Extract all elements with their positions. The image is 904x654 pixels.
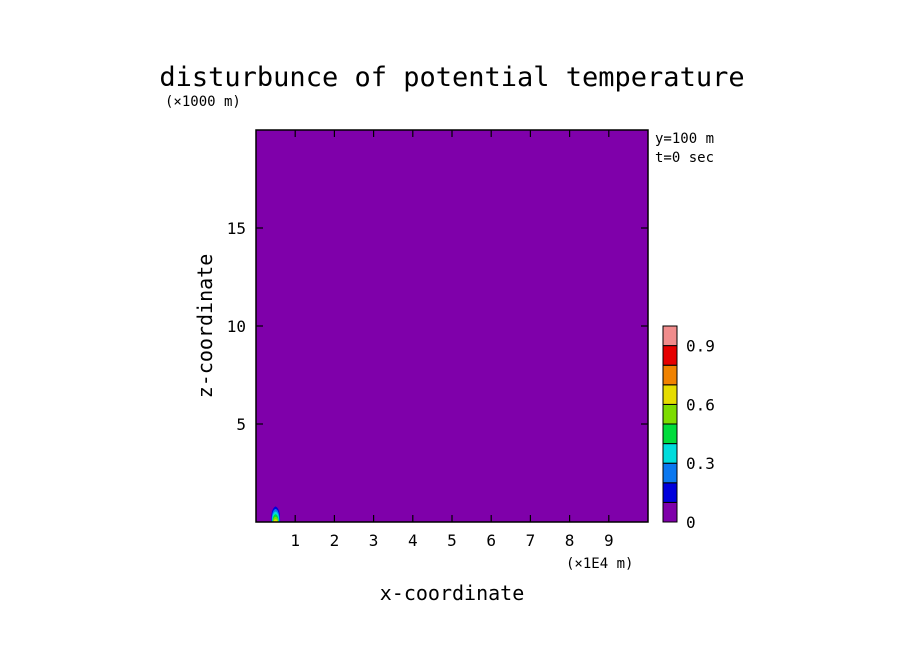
colorbar-segment (662, 345, 678, 366)
x-tick-label: 5 (447, 531, 457, 550)
x-tick-label: 2 (330, 531, 340, 550)
y-axis: 5 10 15 (227, 219, 648, 434)
x-tick-label: 6 (486, 531, 496, 550)
y-tick-label: 10 (227, 317, 246, 336)
y-tick-label: 15 (227, 219, 246, 238)
colorbar-segment (662, 443, 678, 464)
x-scale-label: (×1E4 m) (566, 556, 633, 572)
plot-field (256, 130, 648, 522)
y-scale-label: (×1000 m) (165, 94, 241, 110)
x-tick-label: 8 (565, 531, 575, 550)
y-axis-label: z-coordinate (193, 254, 217, 399)
annotation-y: y=100 m (655, 131, 714, 147)
x-tick-label: 7 (526, 531, 536, 550)
colorbar-label: 0 (686, 513, 696, 532)
x-axis-label: x-coordinate (380, 581, 525, 605)
colorbar-segment (662, 501, 678, 523)
warm-bubble (271, 506, 281, 522)
colorbar-segment (662, 403, 678, 425)
y-tick-label: 5 (236, 415, 246, 434)
colorbar-label: 0.6 (686, 395, 715, 414)
annotation-t: t=0 sec (655, 150, 714, 166)
x-axis: 1 2 3 4 5 6 7 8 9 (290, 130, 614, 550)
colorbar-segment (662, 384, 678, 405)
colorbar-segment (662, 423, 678, 445)
x-tick-label: 4 (408, 531, 418, 550)
x-tick-label: 9 (604, 531, 614, 550)
chart-title: disturbunce of potential temperature (159, 62, 744, 93)
colorbar-segment (662, 325, 678, 347)
colorbar-segment (662, 364, 678, 386)
x-tick-label: 3 (369, 531, 379, 550)
colorbar-segment (662, 462, 678, 484)
colorbar: 0 0.3 0.6 0.9 (662, 325, 715, 532)
colorbar-label: 0.3 (686, 454, 715, 473)
x-tick-label: 1 (290, 531, 300, 550)
colorbar-label: 0.9 (686, 337, 715, 356)
colorbar-segment (662, 482, 678, 503)
